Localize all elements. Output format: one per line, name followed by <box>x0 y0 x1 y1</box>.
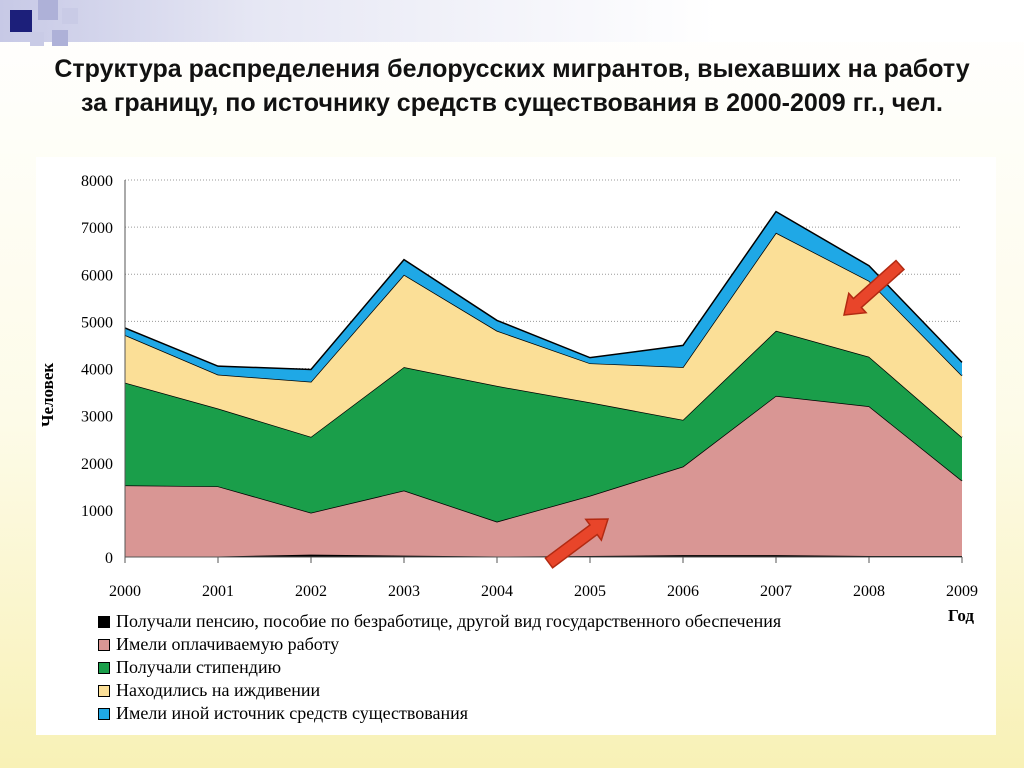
legend-item: Имели оплачиваемую работу <box>98 633 781 656</box>
decorative-square <box>38 0 58 20</box>
y-tick-label: 6000 <box>81 267 113 284</box>
decorative-square <box>62 8 78 24</box>
y-tick-label: 2000 <box>81 456 113 473</box>
decorative-square <box>52 30 68 46</box>
decorative-header-bar <box>0 0 1024 42</box>
area-series-3 <box>125 330 962 522</box>
x-tick-label: 2008 <box>853 583 885 600</box>
x-tick-label: 2000 <box>109 583 141 600</box>
x-tick-label: 2004 <box>481 583 513 600</box>
y-tick-label: 1000 <box>81 503 113 520</box>
x-tick-label: 2003 <box>388 583 420 600</box>
legend-swatch <box>98 661 110 674</box>
chart-legend: Получали пенсию, пособие по безработице,… <box>98 610 781 725</box>
x-tick-label: 2001 <box>202 583 234 600</box>
x-tick-label: 2009 <box>946 583 978 600</box>
area-series-5-outline <box>124 210 963 371</box>
legend-swatch <box>98 707 110 720</box>
legend-label: Имели иной источник средств существовани… <box>116 703 469 723</box>
decorative-square <box>30 32 44 46</box>
legend-item: Получали пенсию, пособие по безработице,… <box>98 610 781 633</box>
area-series-4 <box>125 232 962 438</box>
legend-item: Получали стипендию <box>98 656 781 679</box>
annotation-arrow-down <box>843 259 906 316</box>
y-tick-label: 8000 <box>81 173 113 190</box>
legend-label: Получали пенсию, пособие по безработице,… <box>116 611 782 631</box>
decorative-square <box>10 10 32 32</box>
legend-swatch <box>98 615 110 628</box>
y-tick-label: 0 <box>105 550 113 567</box>
slide-title: Структура распределения белорусских мигр… <box>54 55 970 117</box>
stacked-area-chart: 0 1000 2000 3000 4000 5000 6000 7000 8000 2000 200… <box>81 173 978 600</box>
legend-label: Находились на иждивении <box>116 680 321 700</box>
y-tick-label: 3000 <box>81 409 113 426</box>
legend-swatch <box>98 638 110 651</box>
x-tick-label: 2006 <box>667 583 699 600</box>
legend-swatch <box>98 684 110 697</box>
area-series-2 <box>125 395 962 557</box>
legend-label: Имели оплачиваемую работу <box>116 634 340 654</box>
x-tick-label: 2007 <box>760 583 792 600</box>
x-axis-label: Год <box>948 606 974 625</box>
y-tick-label: 7000 <box>81 220 113 237</box>
y-tick-label: 5000 <box>81 314 113 331</box>
x-tick-label: 2005 <box>574 583 606 600</box>
legend-item: Имели иной источник средств существовани… <box>98 702 781 725</box>
area-series-5 <box>125 211 962 382</box>
chart-panel: 0 1000 2000 3000 4000 5000 6000 7000 8000 2000 200… <box>36 157 996 735</box>
y-tick-label: 4000 <box>81 362 113 379</box>
x-tick-label: 2002 <box>295 583 327 600</box>
annotation-arrow-up <box>544 518 610 569</box>
legend-label: Получали стипендию <box>116 657 282 677</box>
legend-item: Находились на иждивении <box>98 679 781 702</box>
